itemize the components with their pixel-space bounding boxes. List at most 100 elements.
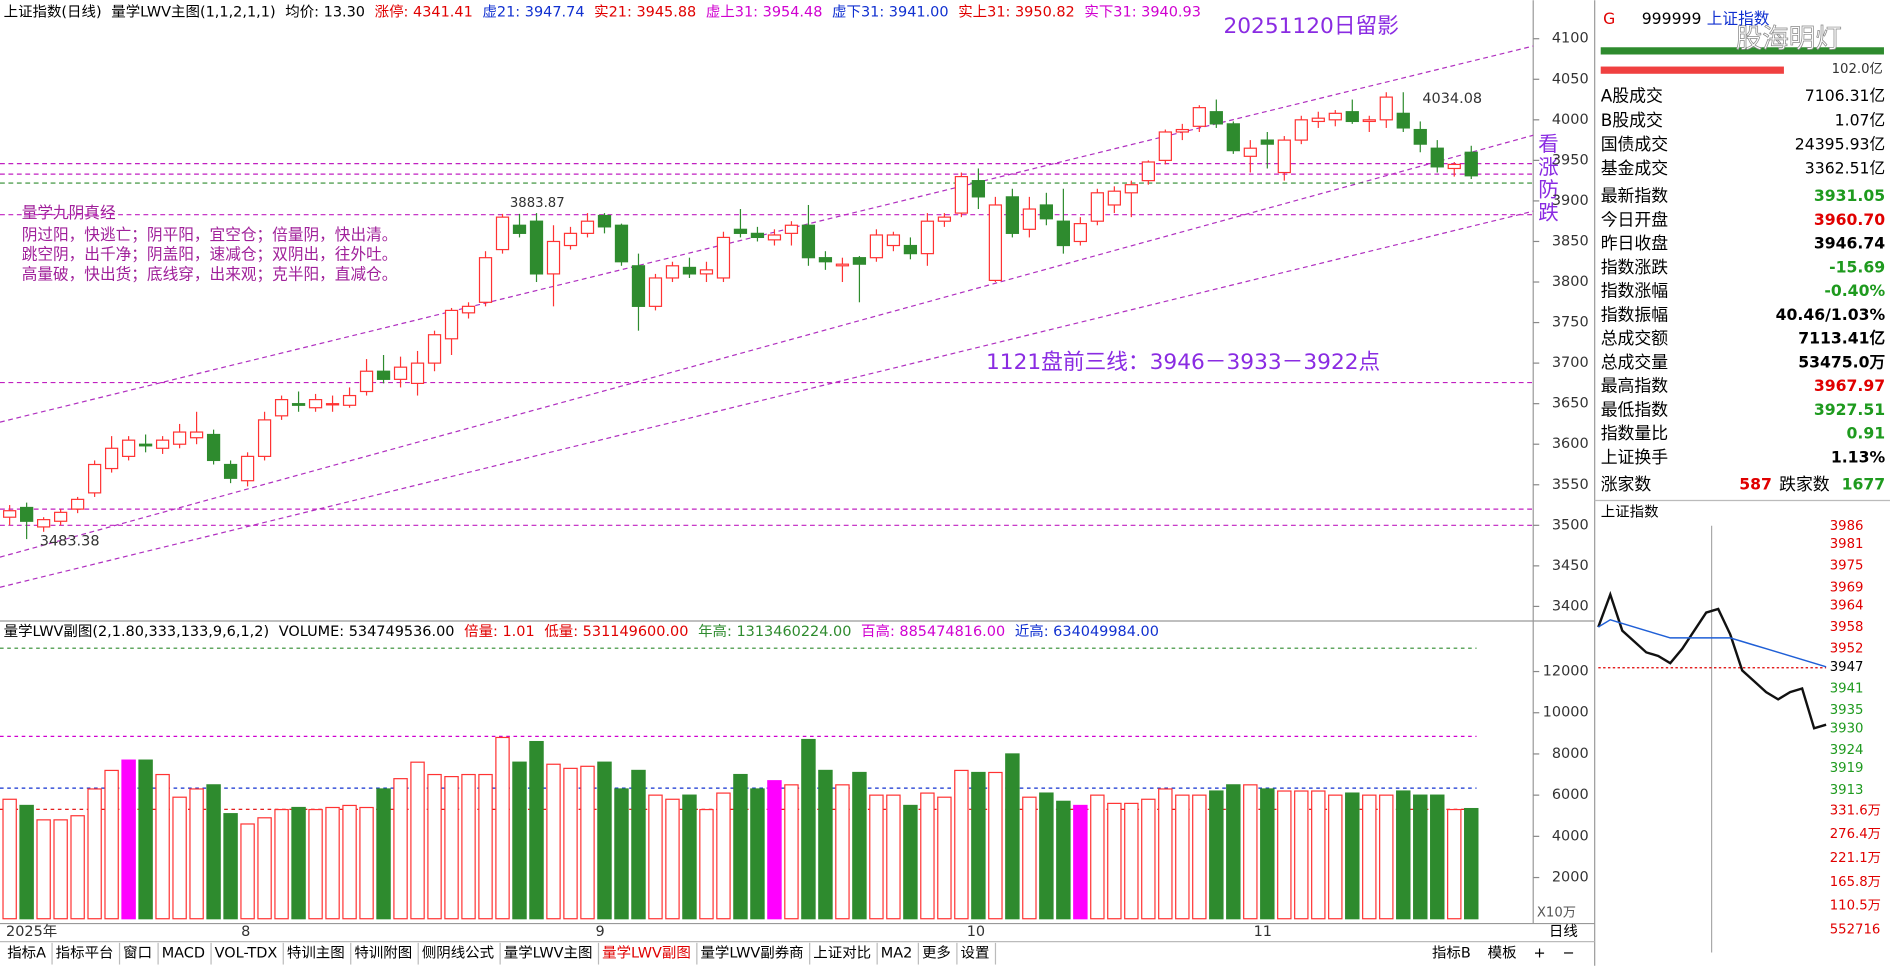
volume-bar (1464, 807, 1479, 920)
side-code: 999999 (1642, 9, 1702, 28)
candle-body (274, 399, 289, 417)
candle-body (1328, 112, 1342, 121)
candle-body (886, 234, 901, 247)
intraday-tick: 3930 (1830, 721, 1864, 736)
volume-bar (376, 788, 391, 920)
tab[interactable]: 量学LWV副券商 (700, 945, 803, 962)
volume-bar (767, 780, 782, 920)
candle-body (1464, 151, 1478, 177)
candle-body (1175, 128, 1189, 133)
candle-body (750, 232, 765, 239)
tab[interactable]: 量学LWV副图 (602, 945, 691, 962)
stat-label: 最高指数 (1601, 376, 1669, 396)
y-tick-label: 3550 (1552, 477, 1589, 493)
volume-bar (1209, 790, 1224, 920)
tab[interactable]: 设置 (961, 945, 990, 962)
tab[interactable]: 特训主图 (287, 945, 345, 962)
volume-bar (189, 788, 204, 920)
stat-value: 40.46/1.03% (1776, 305, 1886, 324)
stat-label: 指数量比 (1601, 423, 1668, 443)
stat-label: 国债成交 (1601, 134, 1669, 154)
tab[interactable]: 特训附图 (354, 945, 412, 962)
header-item: 近高: 634049984.00 (1015, 623, 1159, 640)
low-label: 3483.38 (40, 533, 100, 549)
volume-bar (444, 776, 459, 920)
y-tick-label: 3400 (1552, 598, 1589, 614)
tab[interactable]: VOL-TDX (215, 946, 278, 962)
volume-bar (138, 759, 153, 920)
stat-value: 7106.31亿 (1805, 86, 1885, 105)
volume-bar (1192, 794, 1207, 920)
candle-body (1090, 192, 1104, 222)
volume-bar (1039, 792, 1054, 920)
candle-body (206, 433, 221, 462)
tab[interactable]: + (1533, 946, 1545, 962)
volume-bar (206, 784, 221, 920)
header-item: 虚下31: 3941.00 (832, 3, 949, 20)
candle-body (359, 370, 374, 393)
tab[interactable]: − (1562, 946, 1574, 962)
candle-body (1447, 163, 1461, 170)
tab[interactable]: 更多 (922, 945, 951, 962)
volume-bar (1260, 788, 1275, 920)
candle-body (223, 463, 238, 479)
amount-label: 102.0亿 (1832, 61, 1883, 77)
watermark: 股海明灯 (1736, 24, 1842, 55)
y-tick-label: 3750 (1552, 315, 1589, 331)
y-tick-label: 3800 (1552, 274, 1589, 290)
candle-body (1073, 223, 1087, 243)
x-tick-label: 8 (241, 924, 250, 940)
tab[interactable]: MACD (162, 946, 205, 962)
x-tick-label: 9 (595, 924, 604, 940)
volume-bar (1226, 784, 1241, 920)
candle-body (1277, 139, 1291, 174)
period-label: 日线 (1549, 923, 1578, 940)
tab[interactable]: 侧阴线公式 (422, 945, 494, 962)
volume-bar (1056, 800, 1071, 920)
channel-line (0, 134, 1534, 558)
header-item: 虚上31: 3954.48 (706, 3, 823, 20)
candle-body (393, 366, 408, 380)
tab[interactable]: 指标平台 (56, 945, 114, 962)
volume-bar (920, 792, 935, 920)
breadth-value: 587 (1739, 474, 1772, 493)
candle-body (461, 305, 476, 314)
tab[interactable]: 模板 (1488, 944, 1517, 962)
y-tick-label: 4000 (1552, 112, 1589, 128)
candle-body (546, 240, 561, 275)
candle-body (971, 180, 986, 198)
candle-body (1311, 117, 1325, 123)
tab[interactable]: 量学LWV主图 (504, 945, 593, 962)
volume-bar (223, 813, 238, 920)
tab[interactable]: 窗口 (123, 944, 152, 962)
stat-label: 基金成交 (1601, 158, 1669, 178)
intraday-vol-label: 110.5万 (1830, 899, 1881, 914)
candle-body (801, 224, 816, 259)
stat-label: 总成交量 (1601, 352, 1669, 372)
candle-body (427, 334, 442, 364)
volume-bar (546, 763, 561, 920)
stat-value: 1.13% (1831, 447, 1886, 466)
volume-bar (648, 794, 663, 920)
tab[interactable]: 指标A (7, 945, 46, 962)
volume-bar (1328, 794, 1343, 920)
candle-body (937, 216, 952, 222)
header-item: VOLUME: 534749536.00 (279, 624, 455, 640)
volume-bar (1141, 798, 1156, 920)
tab[interactable]: MA2 (881, 946, 913, 962)
intraday-line (1597, 590, 1827, 730)
volume-bar (614, 788, 629, 920)
candle-body (988, 204, 1003, 281)
intraday-vol-label: 276.4万 (1830, 827, 1881, 842)
y-tick-label: 4050 (1552, 71, 1589, 87)
breadth-label: 涨家数 (1601, 474, 1652, 494)
tab[interactable]: 上证对比 (813, 945, 871, 962)
header-item: 年高: 1313460224.00 (698, 623, 851, 640)
y-tick-label: 3900 (1552, 193, 1589, 209)
stat-value: 3960.70 (1814, 210, 1885, 229)
volume-bar (325, 806, 340, 920)
stat-label: 指数涨幅 (1601, 281, 1669, 301)
tab[interactable]: 指标B (1432, 945, 1471, 962)
candle-body (20, 506, 34, 522)
y-tick-label: 10000 (1543, 705, 1589, 721)
